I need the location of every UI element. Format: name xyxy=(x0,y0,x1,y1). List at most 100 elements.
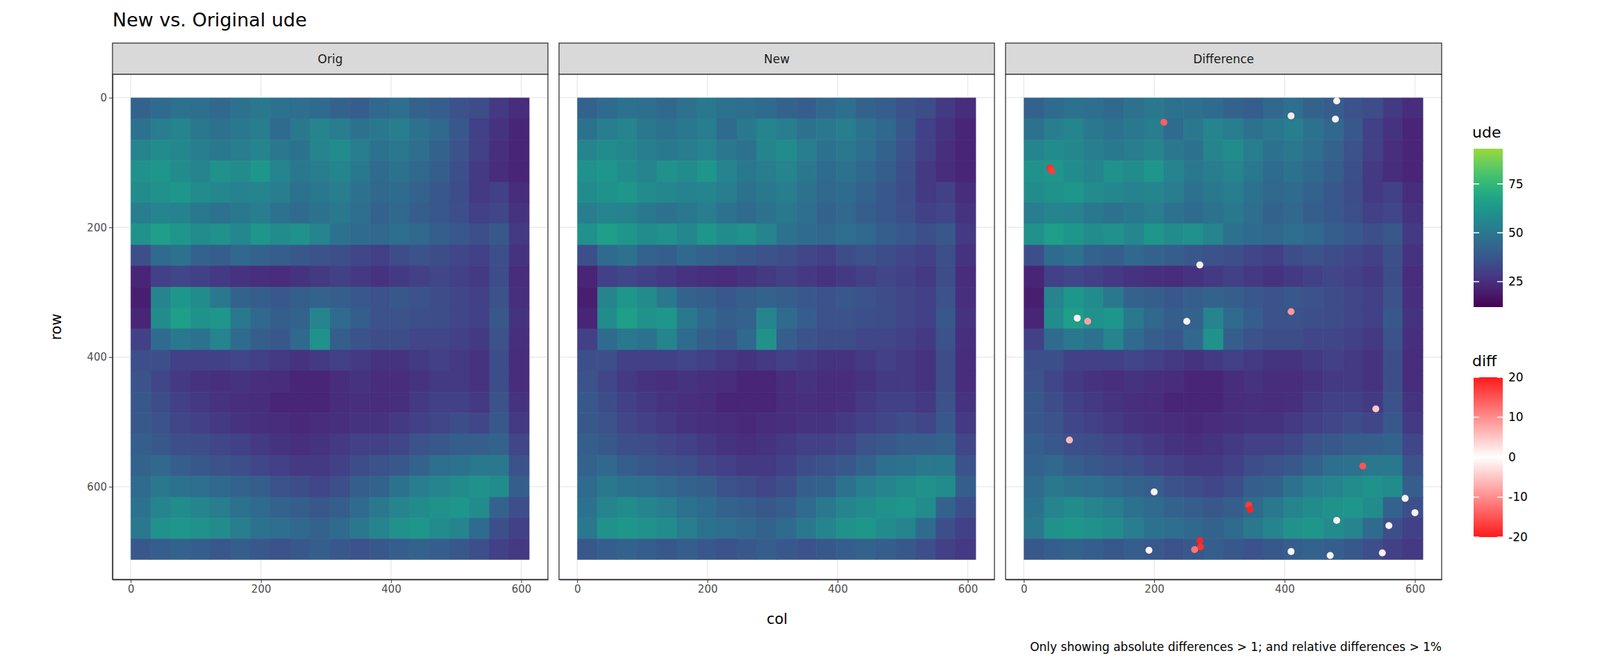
cell xyxy=(656,328,678,350)
cell xyxy=(656,181,678,203)
cell xyxy=(190,496,211,518)
cell xyxy=(190,223,211,246)
cell xyxy=(616,517,638,539)
cell xyxy=(955,97,977,119)
cell xyxy=(469,538,491,560)
cell xyxy=(1084,118,1105,140)
cell xyxy=(1283,475,1304,498)
cell xyxy=(170,370,191,392)
cell xyxy=(936,370,957,392)
cell xyxy=(1283,538,1304,560)
cell xyxy=(716,454,738,476)
cell xyxy=(697,538,718,560)
cell xyxy=(369,223,391,246)
cell xyxy=(1023,517,1045,539)
cell xyxy=(250,265,271,287)
cell xyxy=(369,286,391,308)
cell xyxy=(329,350,351,371)
cell xyxy=(855,350,877,371)
cell xyxy=(1243,181,1264,203)
cell xyxy=(855,97,877,119)
cell xyxy=(429,244,450,266)
cell xyxy=(329,223,351,246)
cell xyxy=(756,181,778,203)
cell xyxy=(1302,139,1324,161)
cell xyxy=(677,202,698,224)
cell xyxy=(369,265,391,287)
cell xyxy=(210,139,232,161)
cell xyxy=(815,118,837,140)
cell xyxy=(350,97,371,119)
cell xyxy=(270,475,291,498)
cell xyxy=(509,265,530,287)
cell xyxy=(677,139,698,161)
cell xyxy=(449,433,470,455)
cell xyxy=(776,517,798,539)
cell xyxy=(616,350,638,371)
cell xyxy=(329,433,351,455)
cell xyxy=(290,475,311,498)
cell xyxy=(656,454,678,476)
cell xyxy=(597,307,618,329)
colorbar-tick xyxy=(1497,496,1503,498)
cell xyxy=(509,370,530,392)
cell xyxy=(895,454,916,476)
cell xyxy=(756,538,778,560)
cell xyxy=(1183,286,1204,308)
cell xyxy=(489,244,510,266)
cell xyxy=(1063,97,1085,119)
cell xyxy=(489,307,510,329)
cell xyxy=(429,202,450,224)
cell xyxy=(936,475,957,498)
cell xyxy=(796,265,817,287)
cell xyxy=(1043,244,1064,266)
cell xyxy=(429,370,450,392)
cell xyxy=(250,286,271,308)
cell xyxy=(895,496,916,518)
cell xyxy=(936,244,957,266)
cell xyxy=(1043,286,1064,308)
cell xyxy=(1103,370,1125,392)
cell xyxy=(915,496,937,518)
cell xyxy=(1084,496,1105,518)
cell xyxy=(309,139,331,161)
cell xyxy=(796,391,817,413)
cell xyxy=(1402,454,1424,476)
cell xyxy=(429,160,450,182)
cell xyxy=(469,244,491,266)
cell xyxy=(815,328,837,350)
cell xyxy=(1143,412,1164,434)
cell xyxy=(1043,391,1064,413)
cell xyxy=(577,475,598,498)
diff-point xyxy=(1333,97,1341,105)
diff-point xyxy=(1401,494,1409,502)
cell xyxy=(230,412,252,434)
cell xyxy=(250,97,271,119)
cell xyxy=(895,160,916,182)
cell xyxy=(1343,97,1364,119)
cell xyxy=(756,412,778,434)
cell xyxy=(1202,97,1224,119)
cell xyxy=(895,475,916,498)
cell xyxy=(815,202,837,224)
cell xyxy=(409,454,430,476)
cell xyxy=(1322,307,1344,329)
cell xyxy=(1043,118,1064,140)
cell xyxy=(290,496,311,518)
cell xyxy=(1183,118,1204,140)
cell xyxy=(1343,433,1364,455)
cell xyxy=(449,97,470,119)
cell xyxy=(955,181,977,203)
cell xyxy=(1383,538,1404,560)
cell xyxy=(875,412,897,434)
cell xyxy=(409,139,430,161)
cell xyxy=(1362,328,1384,350)
cell xyxy=(1023,202,1045,224)
cell xyxy=(636,307,657,329)
cell xyxy=(895,97,916,119)
cell xyxy=(1163,202,1185,224)
cell xyxy=(796,286,817,308)
colorbar-gradient xyxy=(1473,148,1503,307)
cell xyxy=(270,517,291,539)
cell xyxy=(130,223,152,246)
